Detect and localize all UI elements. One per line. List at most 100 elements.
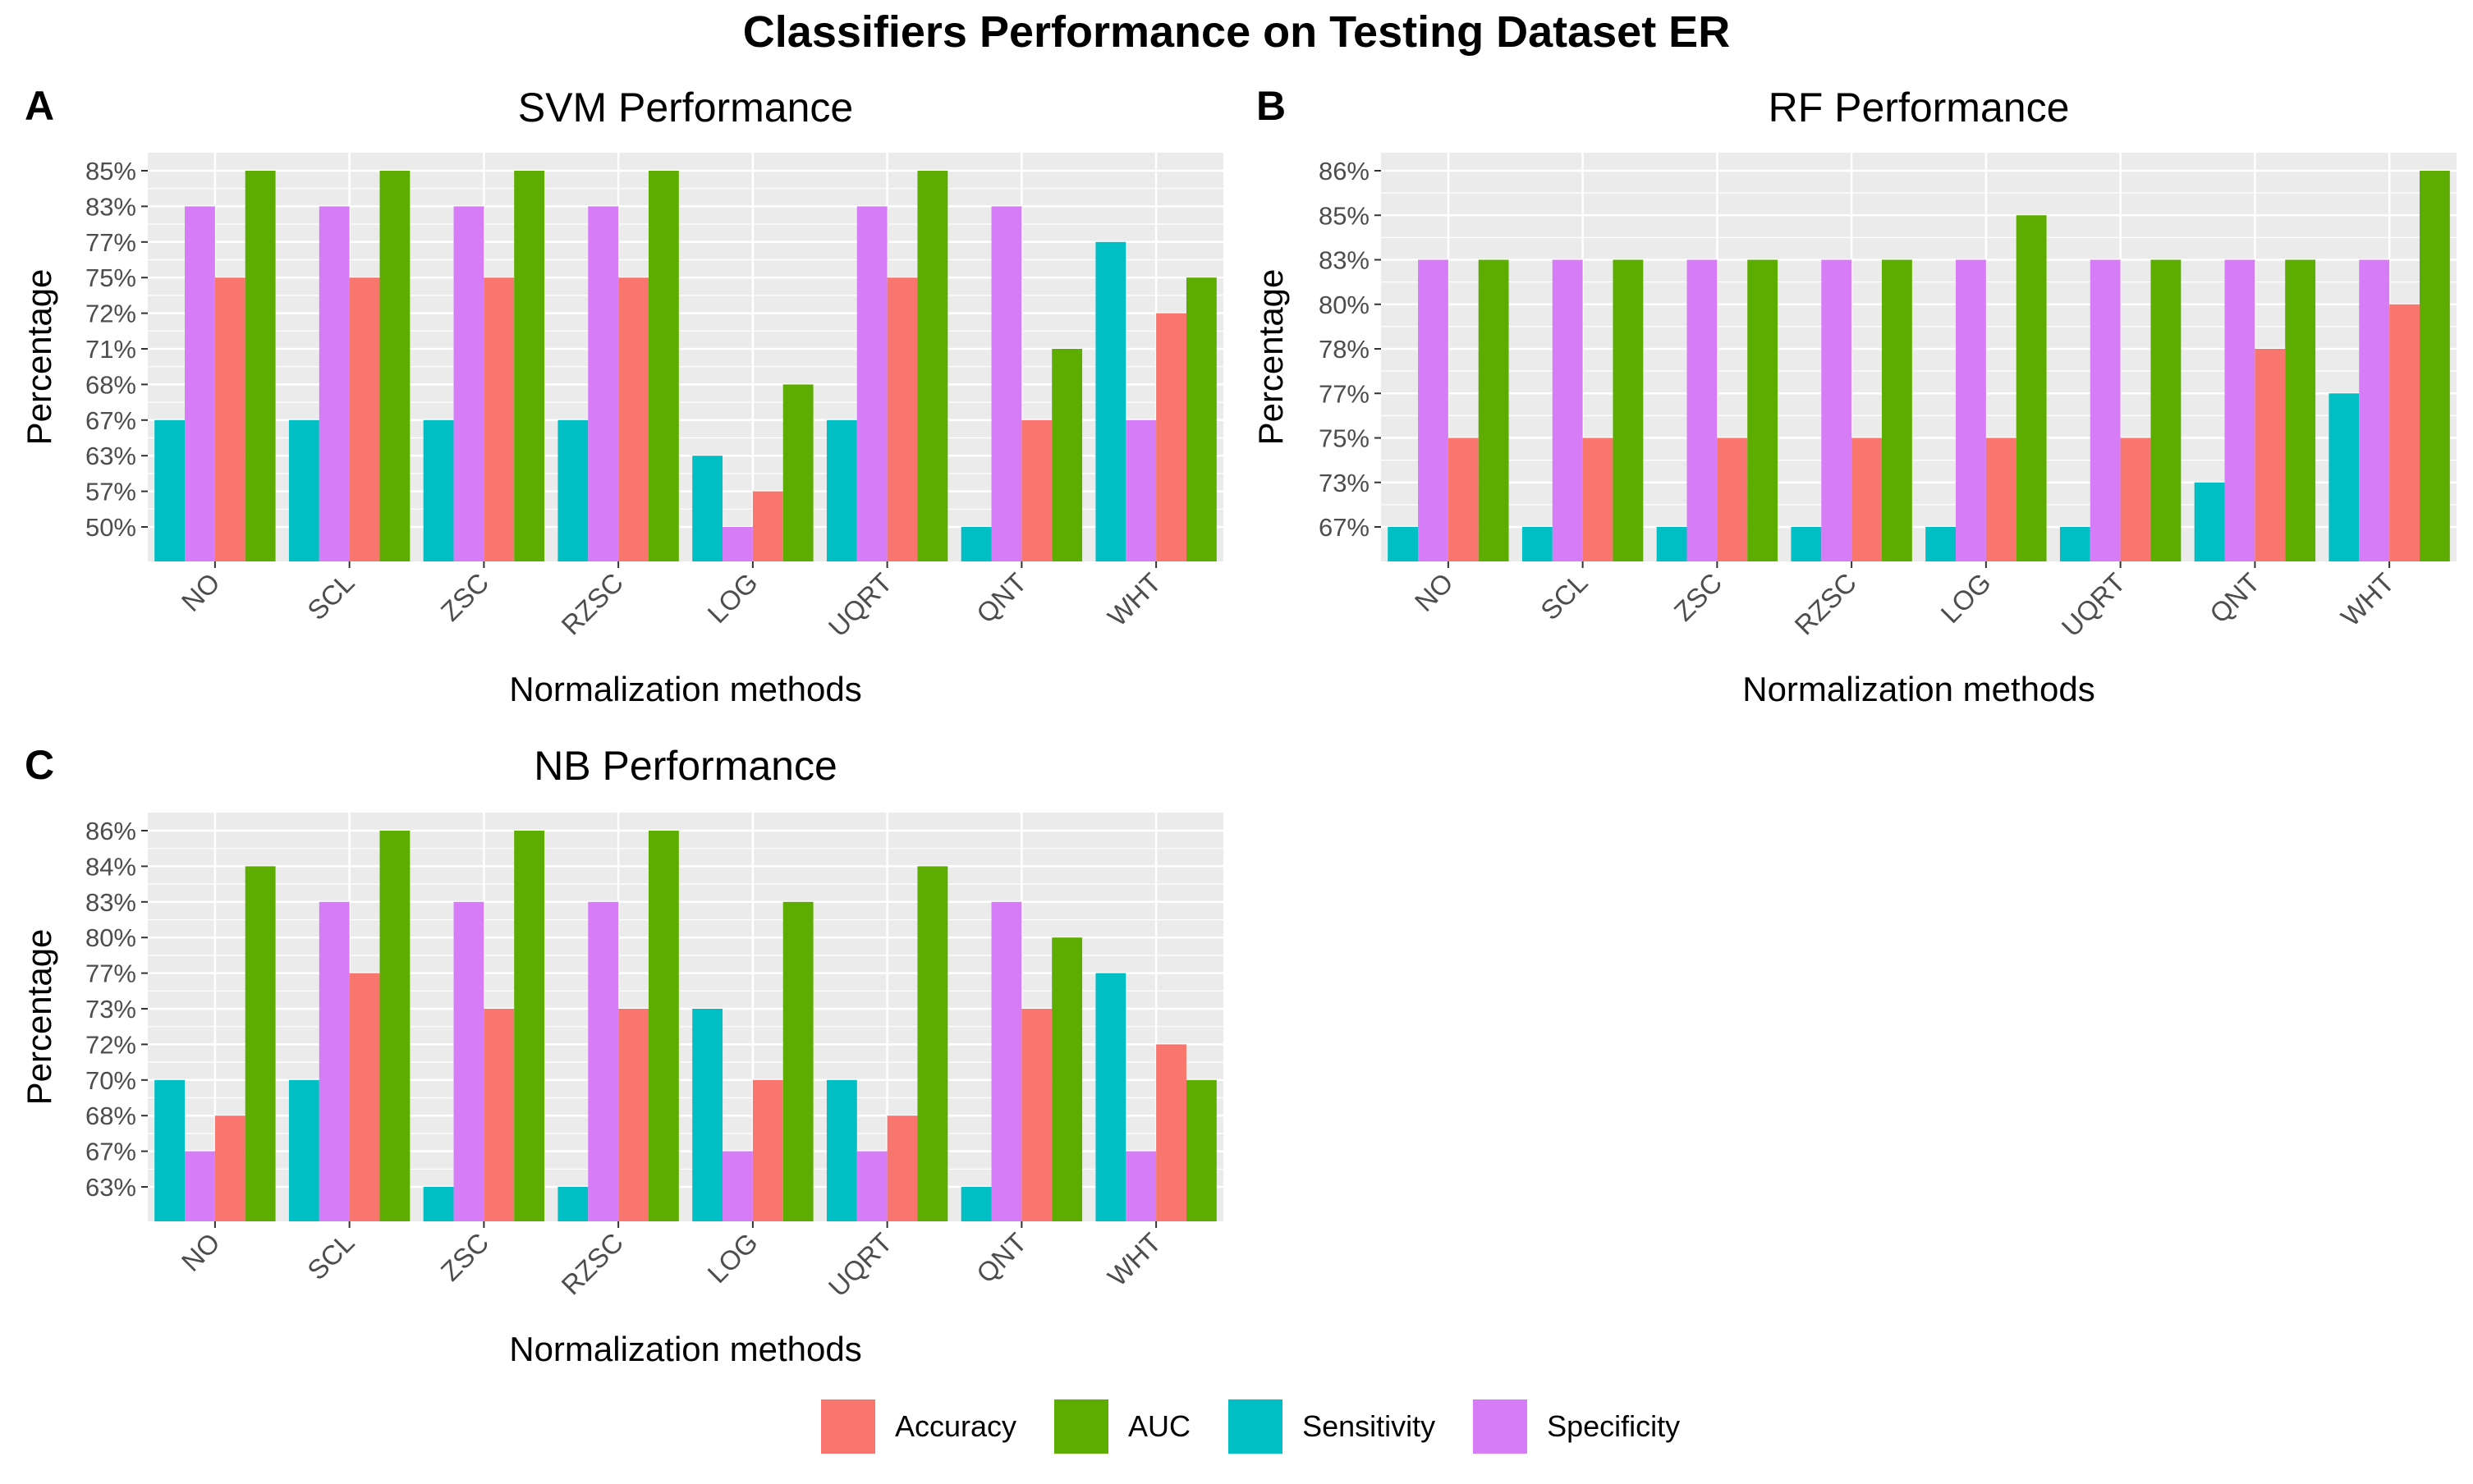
panel-b-bar-accuracy-log [1985, 437, 2016, 561]
panel-b-bar-sensitivity-log [1925, 527, 1957, 561]
panel-b-title: RF Performance [1769, 85, 2070, 131]
panel-c-x-axis-label: Normalization methods [509, 1330, 862, 1368]
panel-letter-c: C [25, 742, 55, 788]
panel-c-bar-sensitivity-wht [1095, 973, 1126, 1221]
panel-a-bar-specificity-zsc [453, 206, 484, 561]
panel-a-bar-auc-no [245, 171, 276, 561]
panel-b-bar-accuracy-scl [1582, 437, 1613, 561]
panel-c-bar-specificity-log [723, 1151, 753, 1221]
panel-b-bar-auc-log [2016, 215, 2047, 561]
panel-letter-a: A [25, 83, 55, 129]
panel-c-x-tick-label-log: LOG [701, 1227, 763, 1289]
panel-a-y-tick-label: 71% [85, 335, 136, 364]
panel-c-bar-sensitivity-no [154, 1079, 186, 1221]
panel-b-x-tick-label-scl: SCL [1535, 567, 1594, 626]
panel-a-y-tick-label: 50% [85, 513, 136, 542]
panel-a-x-tick-label-rzsc: RZSC [555, 567, 629, 641]
panel-a-y-axis-label: Percentage [20, 269, 58, 446]
panel-a-bar-accuracy-uqrt [887, 277, 918, 561]
panel-a-bar-accuracy-scl [349, 277, 380, 561]
legend-item-accuracy: Accuracy [821, 1399, 1016, 1454]
panel-b-bar-auc-zsc [1747, 259, 1778, 561]
panel-c-bar-sensitivity-scl [288, 1079, 319, 1221]
panel-b-y-axis-label: Percentage [1251, 269, 1290, 446]
panel-b-x-tick-label-zsc: ZSC [1668, 567, 1727, 627]
panel-a-bar-sensitivity-uqrt [826, 419, 857, 561]
panel-c-y-tick-label: 68% [85, 1102, 136, 1130]
panel-b-x-tick-label-wht: WHT [2335, 567, 2400, 632]
panel-a-x-axis-label: Normalization methods [509, 670, 862, 708]
panel-b-y-tick-label: 80% [1319, 291, 1370, 319]
legend-label-sensitivity: Sensitivity [1302, 1409, 1436, 1443]
panel-b-y-tick-label: 73% [1319, 469, 1370, 497]
panel-c-y-axis-label: Percentage [20, 929, 58, 1106]
panel-b-bar-specificity-no [1418, 259, 1448, 561]
panel-c-bar-accuracy-qnt [1021, 1009, 1053, 1221]
panel-a-bar-sensitivity-wht [1095, 241, 1126, 561]
panel-b-x-axis-label: Normalization methods [1742, 670, 2095, 708]
panel-a-bar-specificity-log [723, 527, 753, 561]
panel-b-bar-specificity-qnt [2224, 259, 2255, 561]
figure-title: Classifiers Performance on Testing Datas… [742, 7, 1731, 57]
panel-c-bar-accuracy-no [214, 1115, 245, 1221]
panel-c-y-tick-label: 67% [85, 1138, 136, 1166]
panel-c-bar-auc-uqrt [917, 866, 948, 1221]
panel-b-y-tick-label: 78% [1319, 335, 1370, 364]
legend-label-auc: AUC [1128, 1409, 1191, 1443]
panel-b-bar-accuracy-qnt [2255, 349, 2286, 561]
legend-label-accuracy: Accuracy [895, 1409, 1017, 1443]
panel-c-bar-auc-qnt [1052, 937, 1083, 1221]
panel-b-bar-sensitivity-zsc [1656, 527, 1687, 561]
panel-c-bar-specificity-no [185, 1151, 215, 1221]
panel-c-y-tick-label: 70% [85, 1066, 136, 1095]
legend-swatch-auc [1054, 1399, 1109, 1454]
panel-c-bar-accuracy-uqrt [887, 1115, 918, 1221]
panel-a-y-tick-label: 83% [85, 192, 136, 221]
panel-b-bar-sensitivity-qnt [2194, 482, 2225, 561]
panel-c-x-tick-label-uqrt: UQRT [823, 1227, 898, 1303]
panel-a-x-tick-label-zsc: ZSC [434, 567, 494, 627]
panel-b-bar-sensitivity-no [1388, 527, 1419, 561]
panel-b-bar-auc-uqrt [2150, 259, 2182, 561]
panel-a-bar-sensitivity-rzsc [557, 419, 589, 561]
panel-b-bar-auc-wht [2419, 171, 2450, 561]
panel-a-bar-sensitivity-qnt [961, 527, 992, 561]
panel-c-bar-auc-scl [379, 831, 411, 1221]
panel-c-bar-accuracy-zsc [484, 1009, 515, 1221]
panel-a-x-tick-label-qnt: QNT [970, 567, 1032, 629]
panel-c-bar-sensitivity-log [692, 1009, 723, 1221]
panel-c-bar-sensitivity-uqrt [826, 1079, 857, 1221]
panel-c-x-tick-label-scl: SCL [301, 1227, 360, 1286]
panel-a-bar-specificity-rzsc [588, 206, 619, 561]
panel-letter-b: B [1256, 83, 1287, 129]
panel-c-y-tick-label: 86% [85, 817, 136, 845]
panel-c-y-tick-label: 63% [85, 1173, 136, 1202]
panel-a-x-tick-label-scl: SCL [301, 567, 360, 626]
panel-c-y-tick-label: 72% [85, 1030, 136, 1059]
panel-b-bar-auc-no [1478, 259, 1509, 561]
panel-c-bar-accuracy-log [752, 1079, 783, 1221]
panel-a-bar-sensitivity-log [692, 456, 723, 561]
panel-a-bar-specificity-no [185, 206, 215, 561]
panel-c-bar-accuracy-scl [349, 973, 380, 1221]
panel-b-x-tick-label-log: LOG [1934, 567, 1996, 629]
panel-b-x-tick-label-no: NO [1409, 567, 1459, 617]
panel-a-bar-accuracy-qnt [1021, 419, 1053, 561]
panel-c-y-tick-label: 80% [85, 923, 136, 952]
panel-a-bar-specificity-scl [319, 206, 350, 561]
panel-b-bar-specificity-rzsc [1821, 259, 1852, 561]
panel-a-x-tick-label-wht: WHT [1102, 567, 1167, 632]
panel-b-bar-sensitivity-rzsc [1791, 527, 1822, 561]
panel-b-bar-auc-scl [1613, 259, 1644, 561]
panel-a-y-tick-label: 75% [85, 263, 136, 292]
panel-b-y-tick-label: 86% [1319, 157, 1370, 186]
panel-a-bar-specificity-qnt [991, 206, 1022, 561]
panel-c-bar-sensitivity-rzsc [557, 1187, 589, 1221]
panel-a-bar-auc-wht [1186, 277, 1217, 561]
panel-b-bar-sensitivity-wht [2328, 393, 2360, 561]
panel-b-bar-specificity-log [1956, 259, 1986, 561]
panel-b-bar-auc-rzsc [1881, 259, 1912, 561]
panel-a-bar-specificity-wht [1126, 419, 1157, 561]
panel-c-bar-sensitivity-zsc [423, 1187, 454, 1221]
